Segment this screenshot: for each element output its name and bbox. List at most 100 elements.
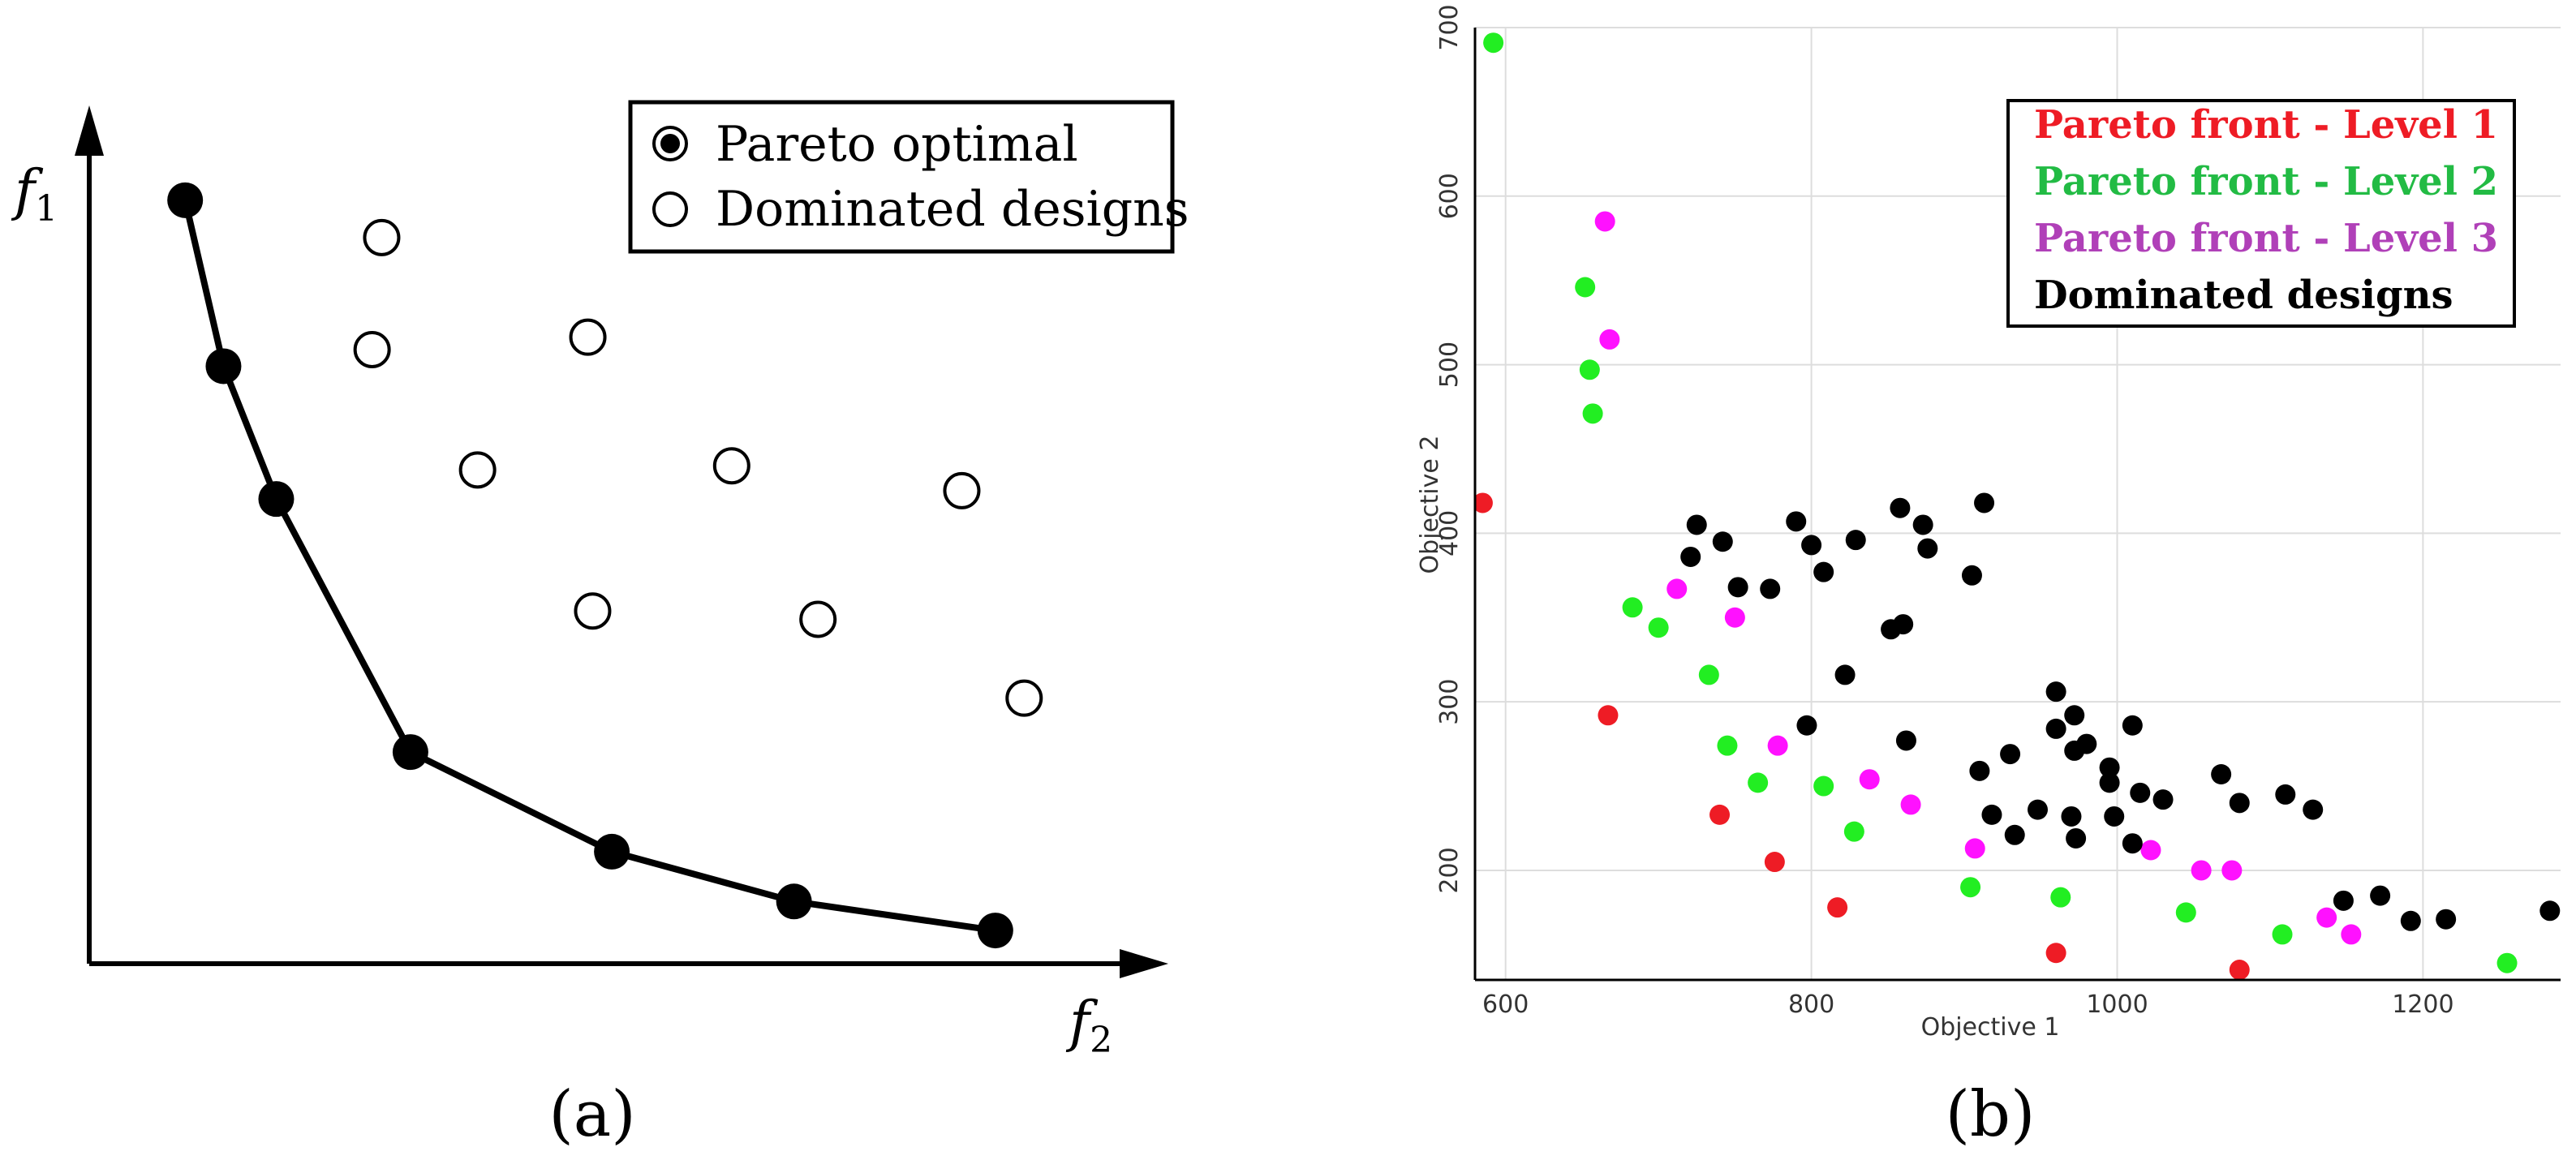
dominated-designs-point-37 <box>2130 782 2151 803</box>
pareto-front-level-1-point-5 <box>1827 897 1848 918</box>
legend-dominated-designs: Dominated designs <box>716 181 1189 238</box>
pareto-front-level-2-point-2 <box>1575 277 1596 298</box>
dominated-designs-point-6 <box>1786 511 1807 532</box>
pareto-front-level-3-point-2 <box>1599 329 1620 350</box>
dominated-designs-point-34 <box>2104 806 2125 827</box>
pareto-front-level-3-point-12 <box>2316 907 2337 928</box>
dominated-designs-point-7 <box>1801 535 1822 556</box>
dominated-designs-point-40 <box>2229 793 2250 814</box>
dominated-designs-point-10 <box>1890 497 1911 518</box>
dominated-designs-point-31 <box>2076 733 2097 754</box>
pareto-front-level-2-point-12 <box>1960 877 1981 898</box>
dominated-designs-point-39 <box>2211 763 2232 784</box>
dominated-designs-point-8 <box>1813 561 1834 582</box>
dominated-design-point-3 <box>569 318 607 356</box>
dominated-design-point-5 <box>712 447 750 485</box>
dominated-designs-point-24 <box>2027 799 2048 820</box>
dominated-designs-point-21 <box>1981 804 2002 825</box>
dominated-design-point-9 <box>1005 679 1043 717</box>
pareto-front-level-2-point-14 <box>2175 902 2196 923</box>
dominated-designs-point-44 <box>2370 885 2391 906</box>
y-tick-label-200: 200 <box>1435 847 1464 893</box>
dominated-designs-point-45 <box>2400 910 2421 931</box>
y-tick-label-400: 400 <box>1435 510 1464 556</box>
x-tick-label-1200: 1200 <box>2392 990 2453 1019</box>
dominated-designs-point-4 <box>1727 577 1748 598</box>
dominated-designs-point-18 <box>1893 614 1914 635</box>
pareto-front-level-3-point-9 <box>2140 840 2161 861</box>
legend-dominated: Dominated designs <box>2034 273 2453 318</box>
y-tick-label-300: 300 <box>1435 679 1464 725</box>
dominated-designs-point-32 <box>2099 757 2120 778</box>
pareto-front-level-1-point-1 <box>1475 492 1493 513</box>
pareto-front-level-2-point-6 <box>1648 617 1669 638</box>
dominated-designs-point-1 <box>1686 514 1707 535</box>
dominated-designs-point-46 <box>2436 909 2457 930</box>
panel-b: 600 800 1000 1200 200 300 400 500 600 700 Objecti… <box>1416 4 2561 1151</box>
panel-b-caption: (b) <box>1946 1078 2036 1151</box>
dominated-designs-point-26 <box>2045 718 2066 739</box>
dominated-designs-point-47 <box>2539 900 2561 922</box>
pareto-optimal-legend-icon-fill <box>660 134 680 153</box>
x-tick-label-800: 800 <box>1788 990 1834 1019</box>
dominated-designs-legend-icon <box>652 191 688 227</box>
dominated-designs-point-38 <box>2152 789 2174 810</box>
dominated-designs-point-35 <box>2122 715 2143 736</box>
dominated-design-point-2 <box>353 330 391 368</box>
pareto-front-level-2-point-1 <box>1483 32 1504 54</box>
pareto-front-level-1-point-2 <box>1598 705 1619 726</box>
y-tick-label-700: 700 <box>1435 4 1464 50</box>
pareto-front-level-3-point-1 <box>1594 211 1615 232</box>
pareto-front-level-3-point-7 <box>1900 794 1921 815</box>
panel-a-caption: (a) <box>548 1078 635 1151</box>
pareto-front-curve <box>182 199 996 934</box>
dominated-designs-point-22 <box>2000 744 2021 765</box>
dominated-designs-point-16 <box>1796 715 1817 736</box>
dominated-designs-point-43 <box>2333 890 2354 911</box>
pareto-front-level-3-point-4 <box>1724 607 1745 628</box>
pareto-optimal-point-1 <box>167 182 204 218</box>
pareto-front-level-1-point-3 <box>1709 804 1731 825</box>
dominated-designs-point-25 <box>2045 681 2066 702</box>
panel-b-legend-box <box>2006 99 2516 328</box>
pareto-optimal-point-2 <box>205 348 242 385</box>
dominated-designs-point-23 <box>2004 824 2025 845</box>
dominated-designs-point-29 <box>2061 806 2082 827</box>
pareto-optimal-point-6 <box>776 883 812 920</box>
dominated-designs-point-14 <box>1974 492 1995 513</box>
pareto-front-level-2-point-15 <box>2272 924 2293 945</box>
dominated-designs-point-5 <box>1760 578 1781 599</box>
legend-level-3: Pareto front - Level 3 <box>2034 216 2498 261</box>
legend-pareto-optimal: Pareto optimal <box>716 116 1078 173</box>
dominated-designs-point-12 <box>1917 538 1938 559</box>
panel-a-x-label: f2 <box>1065 990 1112 1061</box>
pareto-front-level-2-point-11 <box>1843 821 1864 842</box>
dominated-design-point-6 <box>943 471 981 509</box>
pareto-front-level-3-point-10 <box>2191 860 2212 881</box>
pareto-optimal-point-3 <box>258 481 295 518</box>
legend-level-2: Pareto front - Level 2 <box>2034 159 2498 204</box>
dominated-designs-point-20 <box>1969 760 1990 781</box>
panel-a-y-axis-arrowhead <box>75 105 104 156</box>
dominated-designs-point-36 <box>2122 833 2143 854</box>
y-tick-label-600: 600 <box>1435 173 1464 219</box>
dominated-designs-point-33 <box>2099 772 2120 793</box>
pareto-front-level-3-point-13 <box>2341 924 2362 945</box>
y-tick-label-500: 500 <box>1435 342 1464 388</box>
dominated-design-point-8 <box>799 600 837 638</box>
pareto-front-level-2-point-10 <box>1813 775 1834 797</box>
pareto-front-level-3-point-5 <box>1767 735 1788 756</box>
pareto-front-level-2-point-5 <box>1622 597 1643 618</box>
dominated-designs-point-30 <box>2066 827 2087 849</box>
panel-a-x-axis-arrowhead <box>1120 949 1168 978</box>
pareto-optimal-point-5 <box>594 833 630 870</box>
panel-b-legend: Pareto front - Level 1 Pareto front - Le… <box>2006 99 2516 328</box>
dominated-designs-point-27 <box>2064 705 2085 726</box>
dominated-design-point-1 <box>363 218 401 256</box>
legend-level-1: Pareto front - Level 1 <box>2034 102 2498 148</box>
dominated-design-point-4 <box>458 451 497 489</box>
panel-b-x-label: Objective 1 <box>1921 1013 2060 1042</box>
pareto-optimal-point-7 <box>977 913 1013 949</box>
dominated-designs-point-41 <box>2275 784 2296 805</box>
